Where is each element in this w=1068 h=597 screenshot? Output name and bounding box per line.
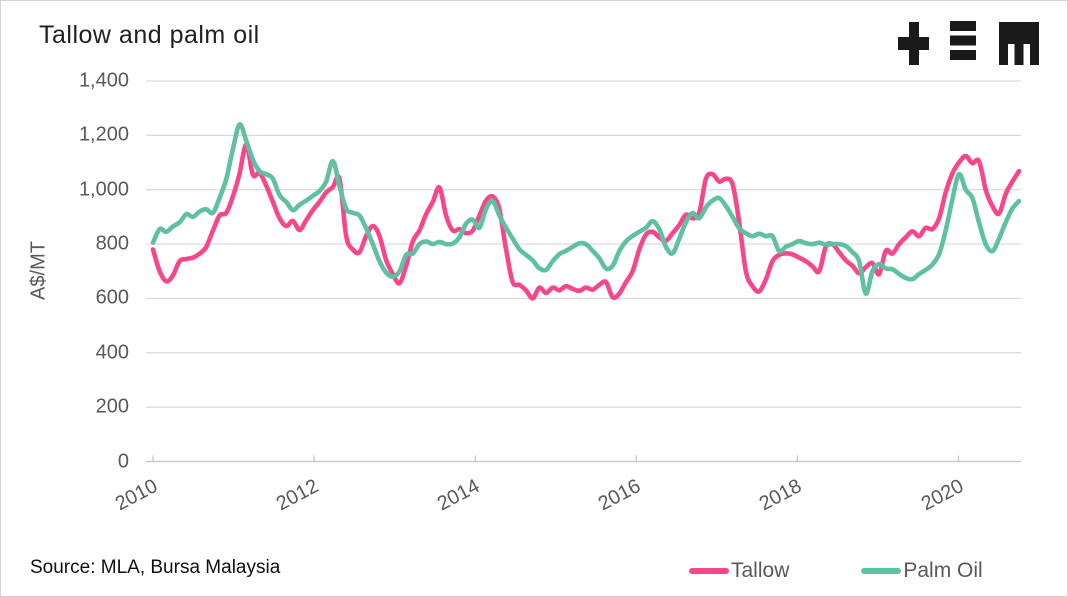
legend-label-tallow: Tallow (731, 559, 790, 582)
gridlines (146, 80, 1021, 408)
logo-m-icon (999, 22, 1039, 65)
palm-oil-line (150, 122, 1022, 296)
chart-title: Tallow and palm oil (39, 21, 260, 49)
series-lines (150, 122, 1022, 301)
y-tick-label: 600 (95, 286, 129, 309)
y-tick-label: 1,400 (78, 69, 129, 92)
legend-item-palm-oil: Palm Oil (861, 559, 983, 583)
y-tick-label: 200 (95, 395, 129, 418)
y-tick-label: 0 (117, 450, 129, 472)
x-axis (146, 455, 1021, 463)
tallow-line (150, 142, 1022, 301)
palm-oil-line-swatch (861, 568, 902, 574)
y-tick-label: 1,200 (78, 123, 129, 146)
legend-item-tallow: Tallow (689, 559, 789, 583)
logo-triplebar-icon (950, 21, 976, 31)
y-tick-label: 1,000 (78, 178, 129, 201)
legend: Tallow Palm Oil (689, 559, 983, 583)
y-tick-label: 800 (95, 232, 129, 255)
source-note: Source: MLA, Bursa Malaysia (30, 557, 281, 578)
legend-label-palm-oil: Palm Oil (903, 559, 983, 582)
y-axis-title: A$/MT (27, 241, 50, 300)
y-tick-label: 400 (95, 341, 129, 364)
tallow-line-swatch (689, 568, 729, 574)
plus-triplebar-m-logo (898, 21, 1039, 65)
